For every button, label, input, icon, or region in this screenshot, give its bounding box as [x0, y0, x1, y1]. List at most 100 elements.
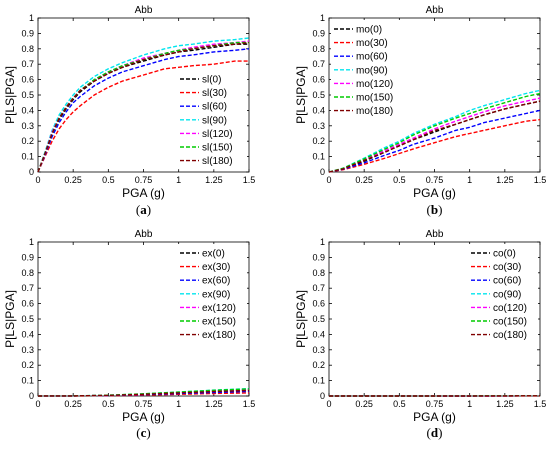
x-tick-label: 0.25	[355, 399, 373, 409]
x-tick-label: 0.5	[102, 175, 115, 185]
y-tick-label: 0.6	[21, 75, 34, 85]
x-tick-label: 1.5	[243, 175, 256, 185]
chart-title: Abb	[426, 229, 444, 240]
y-tick-label: 0.7	[312, 283, 325, 293]
x-tick-label: 0.75	[135, 175, 153, 185]
y-axis-label: P[LS|PGA]	[3, 290, 17, 348]
caption-paren-close: )	[438, 202, 442, 217]
chart-panel-b: 0 0.25 0.5 0.75 1 1.25 1.5 0 0.1 0.2 0.3 0.4 0.5 0.6 0…	[294, 5, 546, 217]
x-tick-label: 1.25	[205, 175, 223, 185]
y-tick-label: 0.2	[312, 360, 325, 370]
x-axis-label: PGA (g)	[413, 410, 456, 424]
caption-letter: c	[141, 425, 147, 440]
panel-caption: (c)	[136, 425, 150, 440]
legend-label: ex(180)	[202, 330, 236, 341]
legend-label: mo(30)	[356, 38, 388, 49]
caption-letter: b	[431, 202, 438, 217]
y-tick-label: 0.2	[21, 360, 34, 370]
caption-paren-open: (	[427, 425, 431, 440]
legend-label: co(30)	[493, 262, 521, 273]
series-line-sl(90)	[37, 37, 250, 173]
x-tick-label: 0.25	[355, 175, 373, 185]
x-tick-label: 1	[176, 175, 181, 185]
y-tick-label: 0.5	[21, 314, 34, 324]
y-tick-label: 0.2	[312, 136, 325, 146]
chart-title: Abb	[135, 229, 153, 240]
legend-label: sl(90)	[202, 115, 227, 126]
y-tick-label: 0	[29, 391, 34, 401]
legend-label: sl(180)	[202, 156, 233, 167]
x-tick-label: 1.25	[496, 399, 514, 409]
x-tick-label: 1.5	[534, 175, 547, 185]
chart-panel-c: 0 0.25 0.5 0.75 1 1.25 1.5 0 0.1 0.2 0.3 0.4 0.5 0.6 0…	[3, 229, 255, 440]
legend-label: mo(180)	[356, 106, 393, 117]
y-tick-label: 1	[29, 237, 34, 247]
y-tick-label: 0.3	[21, 121, 34, 131]
chart-panel-a: 0 0.25 0.5 0.75 1 1.25 1.5 0 0.1 0.2 0.3 0.4 0.5 0.6 0…	[3, 5, 255, 217]
x-tick-label: 0	[326, 175, 331, 185]
legend-label: co(180)	[493, 330, 527, 341]
legend-label: mo(0)	[356, 25, 382, 36]
legend-label: ex(30)	[202, 262, 230, 273]
y-tick-label: 0.8	[21, 44, 34, 54]
caption-paren-open: (	[136, 425, 140, 440]
x-axis-label: PGA (g)	[122, 186, 165, 200]
caption-paren-close: )	[146, 425, 150, 440]
panel-caption: (a)	[136, 202, 151, 217]
chart-title: Abb	[426, 5, 444, 16]
x-tick-label: 0.5	[393, 399, 406, 409]
legend-label: mo(60)	[356, 52, 388, 63]
legend-label: mo(150)	[356, 93, 393, 104]
legend-label: co(0)	[493, 249, 516, 260]
x-tick-label: 1	[467, 399, 472, 409]
y-tick-label: 0.4	[21, 105, 34, 115]
y-tick-label: 0.5	[21, 90, 34, 100]
panel-caption: (d)	[427, 425, 443, 440]
series-line-mo(90)	[328, 89, 541, 173]
x-tick-label: 0.25	[64, 399, 82, 409]
y-tick-label: 0.1	[21, 376, 34, 386]
y-tick-label: 0.2	[21, 136, 34, 146]
legend-label: ex(60)	[202, 276, 230, 287]
series-line-sl(150)	[37, 41, 249, 173]
legend-label: ex(120)	[202, 303, 236, 314]
legend-label: co(90)	[493, 289, 521, 300]
x-axis-label: PGA (g)	[413, 186, 456, 200]
y-tick-label: 0.3	[21, 345, 34, 355]
x-tick-label: 0.5	[393, 175, 406, 185]
legend-label: ex(150)	[202, 317, 236, 328]
x-tick-label: 1.5	[243, 399, 256, 409]
legend-label: sl(60)	[202, 102, 227, 113]
caption-letter: d	[431, 425, 439, 440]
series-line-sl(60)	[37, 48, 250, 173]
y-tick-label: 0.6	[312, 75, 325, 85]
y-tick-label: 0.7	[21, 283, 34, 293]
y-tick-label: 0	[320, 167, 325, 177]
y-tick-label: 0.5	[312, 314, 325, 324]
caption-paren-open: (	[136, 202, 140, 217]
legend-label: mo(90)	[356, 65, 388, 76]
y-tick-label: 0.8	[21, 268, 34, 278]
y-tick-label: 0.1	[21, 152, 34, 162]
y-tick-label: 0.6	[21, 299, 34, 309]
y-tick-label: 0.9	[21, 252, 34, 262]
caption-paren-open: (	[427, 202, 431, 217]
x-tick-label: 0	[35, 175, 40, 185]
x-axis-label: PGA (g)	[122, 410, 165, 424]
x-tick-label: 0	[35, 399, 40, 409]
x-tick-label: 1.5	[534, 399, 547, 409]
x-tick-label: 0.75	[135, 399, 153, 409]
x-tick-label: 1	[176, 399, 181, 409]
series-line-mo(150)	[328, 92, 541, 173]
legend-label: mo(120)	[356, 79, 393, 90]
series-line-mo(180)	[328, 100, 541, 173]
legend-label: co(150)	[493, 317, 527, 328]
x-tick-label: 1.25	[496, 175, 514, 185]
y-tick-label: 0.9	[312, 28, 325, 38]
x-tick-label: 0.25	[64, 175, 82, 185]
y-tick-label: 1	[29, 13, 34, 23]
x-tick-label: 0.75	[426, 399, 444, 409]
panel-caption: (b)	[427, 202, 443, 217]
x-tick-label: 0	[326, 399, 331, 409]
